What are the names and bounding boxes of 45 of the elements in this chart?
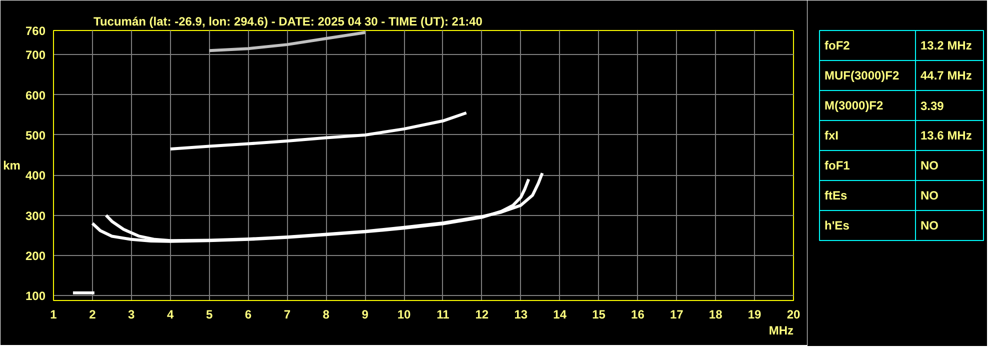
y-tick-label: 500 — [25, 128, 46, 142]
x-tick-label: 5 — [206, 308, 213, 322]
text: foF1 — [824, 158, 850, 172]
text: MUF(3000)F2 — [824, 68, 900, 82]
y-tick-label: 300 — [25, 208, 46, 223]
y-tick-label: 400 — [25, 168, 46, 183]
x-tick-label: 20 — [786, 308, 800, 322]
y-tick-label: 600 — [25, 88, 46, 102]
y-tick-label: 200 — [25, 249, 46, 263]
text: fxI — [824, 128, 839, 142]
text: 44.7 MHz — [920, 68, 972, 82]
text: 13.6 MHz — [920, 128, 972, 142]
x-tick-label: 10 — [397, 308, 412, 322]
y-tick-label: 100 — [25, 289, 46, 304]
x-axis-title: MHz — [768, 324, 794, 338]
y-axis-title: km — [3, 158, 20, 172]
x-tick-label: 16 — [631, 308, 645, 322]
x-tick-label: 8 — [322, 308, 330, 322]
chart-title: Tucumán (lat: -26.9, lon: 294.6) - DATE: 2025 04 30 - TIME (UT): 21:40 — [94, 14, 483, 28]
x-tick-label: 19 — [748, 308, 762, 322]
x-tick-label: 18 — [708, 308, 723, 322]
text: M(3000)F2 — [824, 98, 884, 112]
text: 13.2 MHz — [920, 38, 972, 52]
x-tick-label: 17 — [670, 308, 684, 322]
y-tick-label: 760 — [25, 24, 46, 38]
x-tick-label: 14 — [553, 308, 567, 322]
x-tick-label: 4 — [167, 308, 174, 322]
x-tick-label: 12 — [475, 308, 489, 322]
y-tick-label: 700 — [25, 48, 46, 62]
x-tick-label: 7 — [284, 308, 291, 322]
text: h'Es — [824, 218, 850, 232]
x-tick-label: 11 — [436, 308, 450, 322]
text: NO — [920, 188, 938, 202]
x-tick-label: 3 — [128, 308, 136, 322]
text: ftEs — [824, 188, 848, 202]
x-tick-label: 13 — [514, 308, 528, 322]
text: NO — [920, 218, 938, 232]
text: NO — [920, 158, 938, 172]
x-tick-label: 9 — [362, 308, 369, 322]
text: 3.39 — [920, 99, 944, 113]
x-tick-label: 6 — [244, 308, 252, 322]
text: foF2 — [824, 38, 850, 52]
x-tick-label: 15 — [592, 308, 606, 322]
x-tick-label: 2 — [89, 308, 96, 322]
x-tick-label: 1 — [50, 308, 58, 322]
